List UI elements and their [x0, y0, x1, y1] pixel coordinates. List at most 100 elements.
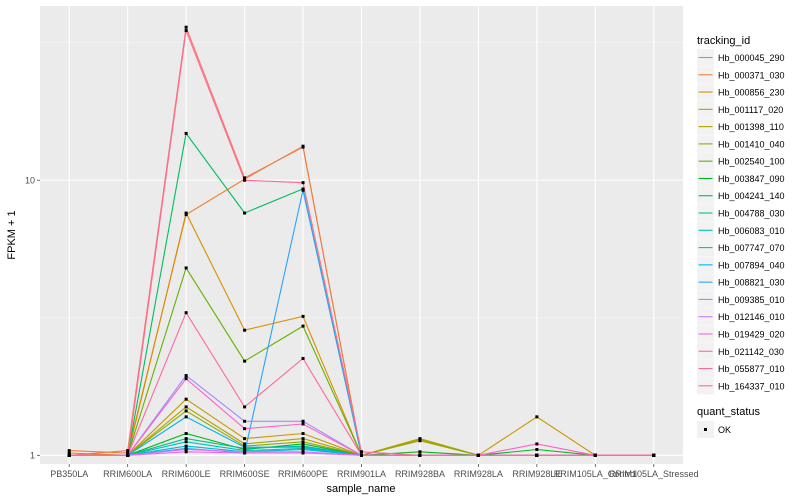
data-point [418, 453, 422, 457]
data-point [184, 437, 188, 441]
data-point [301, 445, 305, 449]
data-point [184, 397, 188, 401]
data-point [184, 25, 188, 29]
y-axis: 1 10 [25, 175, 40, 460]
x-tick-label: RRIM600PE [278, 469, 328, 479]
data-point [184, 311, 188, 315]
data-point [184, 213, 188, 217]
x-tick-label: RRIM600LA [103, 469, 152, 479]
legend: tracking_id Hb_000045_290Hb_000371_030Hb… [697, 35, 785, 438]
x-tick-label: RRIM105LA_Stressed [609, 469, 699, 479]
data-point [126, 451, 130, 455]
data-point [301, 440, 305, 444]
data-point [184, 415, 188, 419]
y-axis-title: FPKM + 1 [6, 210, 18, 259]
data-point [184, 131, 188, 135]
data-point [184, 377, 188, 381]
data-point [243, 442, 247, 446]
data-point [360, 453, 363, 457]
x-tick-label: RRIM600LE [162, 469, 211, 479]
data-point [184, 450, 188, 454]
data-point [243, 178, 247, 182]
data-point [301, 314, 305, 318]
y-tick-label: 1 [30, 450, 35, 460]
data-point [184, 374, 188, 378]
legend-label: Hb_003847_090 [718, 174, 785, 184]
data-point [184, 440, 188, 444]
legend-label: Hb_002540_100 [718, 157, 785, 167]
data-point [301, 144, 305, 148]
data-point [243, 405, 247, 409]
x-axis-title: sample_name [326, 483, 395, 495]
shape-legend-items: OK [697, 421, 731, 438]
y-tick-label: 10 [25, 175, 35, 185]
legend-label: Hb_008821_030 [718, 278, 785, 288]
data-point [184, 432, 188, 436]
legend-label: Hb_012146_010 [718, 312, 785, 322]
x-tick-label: PB350LA [50, 469, 88, 479]
legend-label: Hb_007747_070 [718, 243, 785, 253]
shape-legend-title: quant_status [697, 406, 760, 418]
data-point [67, 451, 71, 455]
legend-label: Hb_019429_020 [718, 329, 785, 339]
legend-label: Hb_001398_110 [718, 122, 784, 132]
x-tick-label: RRIM928BA [395, 469, 445, 479]
data-point [243, 451, 247, 455]
legend-label: Hb_001410_040 [718, 139, 785, 149]
data-point [243, 211, 247, 215]
legend-label: Hb_009385_010 [718, 295, 785, 305]
legend-label: Hb_004788_030 [718, 209, 785, 219]
data-point [184, 211, 188, 215]
data-point [243, 437, 247, 441]
shape-legend-marker [704, 428, 707, 431]
data-point [360, 450, 363, 454]
data-point [476, 453, 480, 457]
data-point [535, 415, 539, 419]
x-tick-label: RRIM928LA [454, 469, 503, 479]
data-point [418, 450, 422, 454]
legend-label: Hb_000045_290 [718, 53, 785, 63]
data-point [243, 419, 247, 423]
data-point [418, 439, 422, 443]
legend-items: Hb_000045_290 Hb_000371_030 Hb_000856_230 H… [697, 49, 785, 395]
data-point [301, 188, 305, 192]
data-point [184, 409, 188, 413]
data-point [184, 444, 188, 448]
legend-label: Hb_006083_010 [718, 226, 785, 236]
data-point [593, 453, 597, 457]
data-point [184, 405, 188, 409]
data-point [243, 445, 247, 449]
data-point [301, 448, 305, 452]
data-point [301, 324, 305, 328]
data-point [652, 453, 656, 457]
legend-label: Hb_004241_140 [718, 191, 785, 201]
data-point [243, 328, 247, 332]
data-point [67, 449, 71, 453]
x-axis: PB350LA RRIM600LA RRIM600LE RRIM600SE RRIM60… [50, 464, 699, 479]
data-point [535, 448, 539, 452]
data-point [67, 453, 71, 457]
x-tick-label: RRIM901LA [337, 469, 386, 479]
shape-legend-label: OK [718, 425, 731, 435]
data-point [126, 453, 130, 457]
legend-label: Hb_000856_230 [718, 88, 785, 98]
legend-label: Hb_055877_010 [718, 364, 785, 374]
data-point [243, 359, 247, 363]
legend-label: Hb_021142_030 [718, 347, 784, 357]
series-points [67, 25, 656, 457]
x-tick-label: RRIM105LA_Control [554, 469, 637, 479]
data-point [184, 266, 188, 270]
data-point [301, 451, 305, 455]
data-point [184, 448, 188, 452]
legend-label: Hb_164337_010 [718, 381, 785, 391]
data-point [535, 453, 539, 457]
data-point [535, 442, 539, 446]
data-point [301, 181, 305, 185]
data-point [418, 437, 422, 441]
legend-label: Hb_007894_040 [718, 260, 785, 270]
data-point [301, 432, 305, 436]
data-point [301, 442, 305, 446]
data-point [184, 29, 188, 33]
data-point [301, 437, 305, 441]
